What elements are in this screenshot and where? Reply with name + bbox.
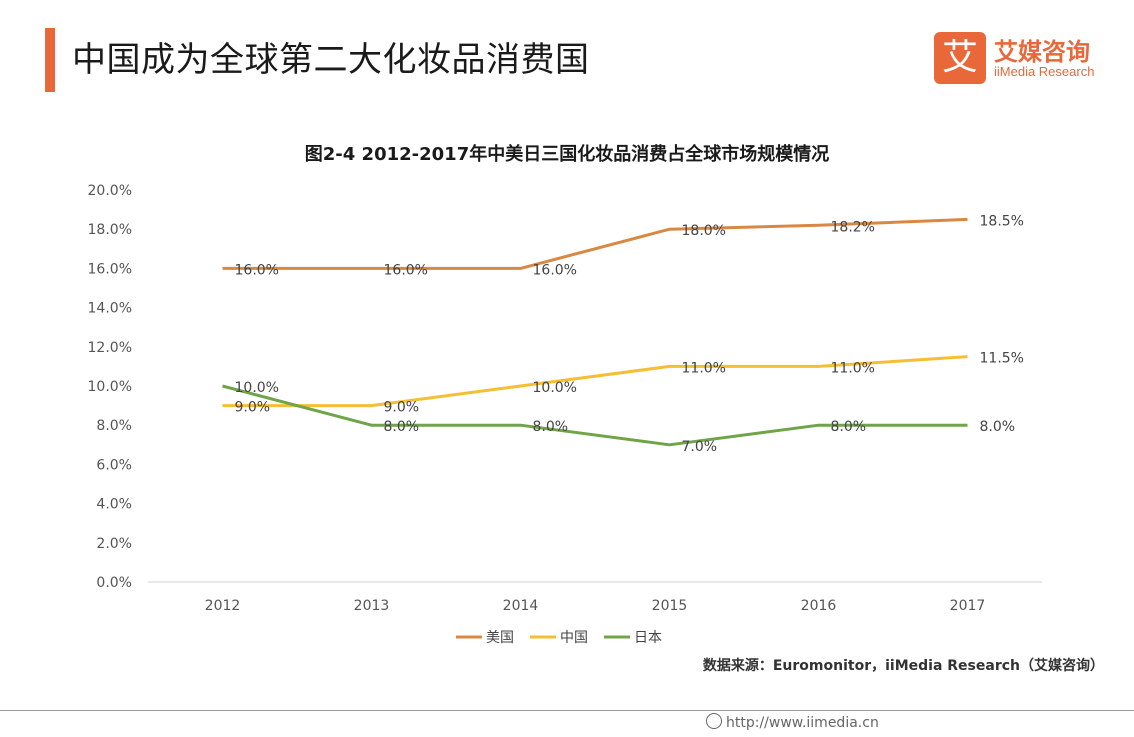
- legend-label: 中国: [560, 630, 588, 646]
- chart-title: 图2-4 2012-2017年中美日三国化妆品消费占全球市场规模情况: [304, 144, 830, 165]
- data-label: 11.0%: [831, 360, 875, 376]
- y-tick-label: 0.0%: [96, 575, 132, 591]
- data-source-note: 数据来源：Euromonitor，iiMedia Research（艾媒咨询）: [702, 658, 1104, 674]
- data-label: 16.0%: [235, 262, 279, 278]
- data-label: 18.5%: [980, 213, 1024, 229]
- series-line: [222, 355, 968, 408]
- logo-name-en: iiMedia Research: [994, 64, 1095, 79]
- data-label: 8.0%: [533, 419, 569, 435]
- chart-legend: 美国 中国 日本: [456, 630, 662, 646]
- logo-mark-icon: 艾: [934, 32, 986, 84]
- logo-name-cn: 艾媒咨询: [994, 38, 1090, 66]
- line-chart: 0.0% 2.0% 4.0% 6.0% 8.0% 10.0% 12.0% 14.0% 16.0%…: [88, 183, 1042, 646]
- y-tick-label: 14.0%: [88, 301, 132, 317]
- y-tick-label: 8.0%: [96, 418, 132, 434]
- data-label: 11.0%: [682, 360, 726, 376]
- globe-icon: [706, 713, 722, 729]
- y-tick-label: 6.0%: [96, 457, 132, 473]
- brand-logo: 艾 艾媒咨询 iiMedia Research: [934, 32, 1134, 88]
- data-label: 9.0%: [235, 400, 271, 416]
- data-label: 8.0%: [831, 419, 867, 435]
- legend-label: 美国: [486, 630, 514, 646]
- title-accent-bar: [45, 28, 55, 92]
- y-tick-label: 18.0%: [88, 222, 132, 238]
- data-label: 9.0%: [384, 400, 420, 416]
- y-axis-tick-labels: 0.0% 2.0% 4.0% 6.0% 8.0% 10.0% 12.0% 14.0% 16.0%…: [88, 183, 132, 591]
- data-label: 11.5%: [980, 351, 1024, 367]
- footer-url-text: http://www.iimedia.cn: [726, 715, 879, 731]
- series-line: [222, 384, 968, 447]
- data-label: 10.0%: [235, 380, 279, 396]
- series-lines: [222, 217, 968, 447]
- x-tick-label: 2013: [354, 598, 390, 614]
- footer-divider: [0, 710, 1134, 711]
- y-tick-label: 10.0%: [88, 379, 132, 395]
- y-tick-label: 12.0%: [88, 340, 132, 356]
- y-tick-label: 4.0%: [96, 497, 132, 513]
- data-label: 18.0%: [682, 223, 726, 239]
- x-tick-label: 2015: [652, 598, 688, 614]
- footer-website: http://www.iimedia.cn: [706, 713, 879, 731]
- y-tick-label: 16.0%: [88, 261, 132, 277]
- y-tick-label: 2.0%: [96, 536, 132, 552]
- page-title: 中国成为全球第二大化妆品消费国: [72, 40, 590, 80]
- x-tick-label: 2014: [503, 598, 539, 614]
- x-tick-label: 2016: [801, 598, 837, 614]
- series-line: [222, 217, 968, 270]
- x-tick-label: 2017: [950, 598, 986, 614]
- x-axis-tick-labels: 2012 2013 2014 2015 2016 2017: [205, 598, 986, 614]
- data-label: 18.2%: [831, 219, 875, 235]
- data-labels: 16.0% 16.0% 16.0% 18.0% 18.2% 18.5% 9.0% 9.0% 10…: [235, 213, 1024, 454]
- x-tick-label: 2012: [205, 598, 241, 614]
- data-label: 8.0%: [384, 419, 420, 435]
- legend-label: 日本: [634, 630, 662, 646]
- data-label: 10.0%: [533, 380, 577, 396]
- data-label: 8.0%: [980, 419, 1016, 435]
- data-label: 7.0%: [682, 439, 718, 455]
- y-tick-label: 20.0%: [88, 183, 132, 199]
- data-label: 16.0%: [533, 262, 577, 278]
- data-label: 16.0%: [384, 262, 428, 278]
